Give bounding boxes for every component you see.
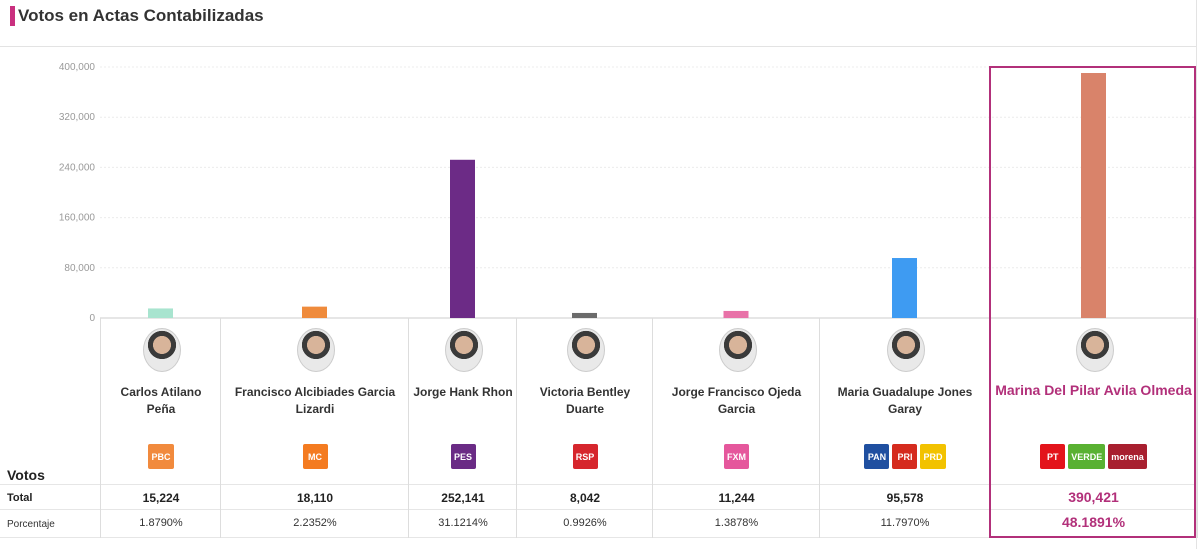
y-tick-label: 320,000 bbox=[59, 112, 96, 123]
candidate-avatar bbox=[143, 328, 181, 372]
candidate-name: Jorge Francisco Ojeda Garcia bbox=[671, 385, 802, 416]
candidate-name: Francisco Alcibiades Garcia Lizardi bbox=[234, 385, 396, 416]
candidate-column[interactable]: Victoria Bentley Duarte RSP 8,042 0.9926… bbox=[516, 318, 653, 538]
candidate-name: Jorge Hank Rhon bbox=[413, 385, 513, 399]
y-tick-label: 80,000 bbox=[64, 263, 95, 274]
candidate-name: Victoria Bentley Duarte bbox=[539, 385, 631, 416]
party-logos: RSP bbox=[517, 444, 653, 469]
candidate-name: Carlos Atilano Peña bbox=[120, 385, 202, 416]
party-logo-icon: PT bbox=[1040, 444, 1066, 469]
y-tick-label: 400,000 bbox=[59, 62, 96, 73]
candidate-column[interactable]: Jorge Francisco Ojeda Garcia FXM 11,244 … bbox=[652, 318, 820, 538]
candidate-votes: 8,042 bbox=[569, 491, 601, 505]
party-logo-icon: PAN bbox=[864, 444, 890, 469]
candidate-name: Maria Guadalupe Jones Garay bbox=[837, 385, 973, 416]
candidate-column[interactable]: Maria Guadalupe Jones Garay PAN PRI PRD … bbox=[819, 318, 990, 538]
party-logo-icon: PRD bbox=[920, 444, 946, 469]
table-row-line-top bbox=[0, 484, 1196, 485]
table-row-line-bottom bbox=[0, 537, 1196, 538]
candidate-votes: 15,224 bbox=[142, 491, 180, 505]
party-logo-icon: PES bbox=[450, 444, 476, 469]
y-tick-label: 160,000 bbox=[59, 213, 96, 224]
candidate-votes: 95,578 bbox=[886, 491, 924, 505]
candidate-avatar bbox=[1075, 328, 1114, 372]
bar[interactable] bbox=[723, 310, 749, 318]
candidate-column[interactable]: Francisco Alcibiades Garcia Lizardi MC 1… bbox=[220, 318, 409, 538]
party-logo-icon: morena bbox=[1108, 444, 1147, 469]
panel-right-border bbox=[1196, 0, 1197, 549]
candidate-avatar bbox=[445, 328, 483, 372]
bar[interactable] bbox=[572, 312, 597, 318]
bar[interactable] bbox=[1081, 73, 1106, 318]
candidate-column-winner[interactable]: Marina Del Pilar Avila Olmeda PT VERDE m… bbox=[989, 318, 1198, 538]
party-logos: MC bbox=[221, 444, 409, 469]
title-accent-bar bbox=[10, 6, 15, 26]
bar[interactable] bbox=[148, 308, 173, 318]
candidate-avatar bbox=[567, 328, 605, 372]
table-row-line-mid bbox=[0, 509, 1196, 510]
votos-label: Votos bbox=[7, 467, 45, 483]
candidate-votes: 18,110 bbox=[296, 491, 334, 505]
candidate-votes: 252,141 bbox=[441, 491, 485, 505]
candidate-name: Marina Del Pilar Avila Olmeda bbox=[995, 382, 1192, 398]
candidate-column[interactable]: Jorge Hank Rhon PES 252,141 31.1214% bbox=[408, 318, 517, 538]
candidate-avatar bbox=[887, 328, 925, 372]
candidate-percent: 11.7970% bbox=[880, 517, 930, 529]
candidate-votes: 11,244 bbox=[718, 491, 755, 505]
candidate-avatar bbox=[297, 328, 335, 372]
party-logo-icon: FXM bbox=[724, 444, 749, 469]
candidate-percent: 1.3878% bbox=[714, 517, 759, 529]
bar-chart: 400,000 320,000 240,000 160,000 80,000 0 bbox=[59, 62, 1196, 324]
party-logo-icon: MC bbox=[302, 444, 328, 469]
y-tick-label: 240,000 bbox=[59, 162, 96, 173]
candidate-votes: 390,421 bbox=[1068, 489, 1119, 505]
header: Votos en Actas Contabilizadas bbox=[0, 0, 1196, 47]
y-tick-label: 0 bbox=[89, 313, 95, 324]
party-logo-icon: PRI bbox=[892, 444, 918, 469]
candidate-percent: 48.1891% bbox=[1061, 514, 1126, 530]
party-logo-icon: VERDE bbox=[1068, 444, 1106, 469]
total-label: Total bbox=[7, 492, 33, 504]
party-logos: PES bbox=[409, 444, 517, 469]
candidate-column[interactable]: Carlos Atilano Peña PBC 15,224 1.8790% bbox=[100, 318, 221, 538]
candidate-percent: 1.8790% bbox=[139, 517, 183, 529]
candidate-percent: 2.2352% bbox=[293, 517, 337, 529]
party-logos: PT VERDE morena bbox=[990, 444, 1197, 469]
party-logos: PAN PRI PRD bbox=[820, 444, 990, 469]
candidate-percent: 0.9926% bbox=[563, 517, 607, 529]
winner-highlight bbox=[989, 66, 1196, 538]
party-logos: FXM bbox=[653, 444, 820, 469]
candidate-avatar bbox=[718, 328, 757, 372]
percentage-label: Porcentaje bbox=[7, 519, 55, 530]
bar[interactable] bbox=[302, 306, 327, 318]
page-title: Votos en Actas Contabilizadas bbox=[18, 6, 264, 25]
party-logo-icon: PBC bbox=[148, 444, 174, 469]
bar[interactable] bbox=[450, 159, 475, 318]
party-logo-icon: RSP bbox=[572, 444, 598, 469]
bar[interactable] bbox=[892, 258, 917, 318]
candidate-percent: 31.1214% bbox=[438, 517, 488, 529]
party-logos: PBC bbox=[101, 444, 221, 469]
